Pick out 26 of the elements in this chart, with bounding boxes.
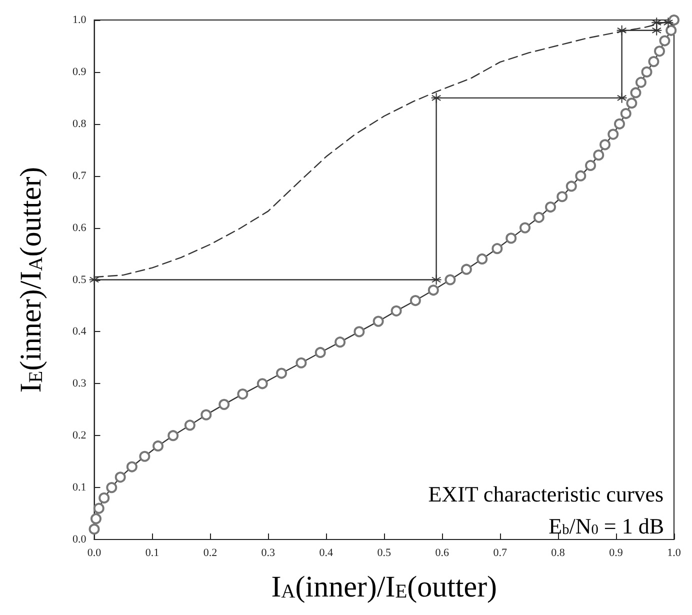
annotation: EXIT characteristic curves — [428, 482, 664, 506]
x-tick-label: 0.6 — [435, 547, 450, 559]
x-tick-label: 0.9 — [609, 547, 624, 559]
x-tick-label: 1.0 — [667, 547, 682, 559]
y-tick-label: 0.1 — [72, 482, 86, 494]
y-tick-label: 0.5 — [72, 274, 87, 286]
x-tick-label: 0.5 — [377, 547, 392, 559]
x-tick-label: 0.2 — [203, 547, 218, 559]
x-tick-label: 0.4 — [319, 547, 334, 559]
x-tick-label: 0.7 — [493, 547, 508, 559]
y-tick-label: 0.7 — [72, 170, 87, 182]
annotation: Eb/N0 = 1 dB — [548, 514, 664, 538]
y-tick-label: 0.0 — [72, 534, 87, 546]
x-axis-title: IA(inner)/IE(outter) — [271, 570, 498, 604]
x-tick-label: 0.8 — [551, 547, 566, 559]
y-tick-label: 0.3 — [72, 378, 87, 390]
x-tick-label: 0.3 — [261, 547, 276, 559]
y-axis-title: IE(inner)/IA(outter) — [14, 166, 48, 393]
y-tick-label: 0.2 — [72, 430, 86, 442]
y-tick-label: 0.4 — [72, 326, 87, 338]
x-tick-label: 0.1 — [145, 547, 160, 559]
y-tick-label: 0.6 — [72, 222, 87, 234]
y-tick-label: 1.0 — [72, 14, 87, 26]
x-tick-label: 0.0 — [87, 547, 102, 559]
y-tick-label: 0.8 — [72, 118, 87, 130]
y-tick-label: 0.9 — [72, 66, 87, 78]
